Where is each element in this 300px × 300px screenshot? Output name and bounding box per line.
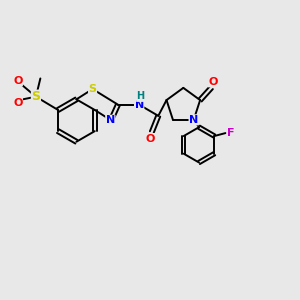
Text: O: O [13, 98, 22, 108]
Text: F: F [227, 128, 235, 138]
Text: O: O [146, 134, 155, 143]
Text: H: H [136, 92, 145, 101]
Text: S: S [88, 84, 97, 94]
Text: O: O [13, 76, 22, 86]
Text: S: S [32, 90, 40, 103]
Text: N: N [134, 100, 144, 110]
Text: N: N [106, 115, 115, 125]
Text: N: N [189, 115, 198, 125]
Text: O: O [208, 77, 218, 87]
